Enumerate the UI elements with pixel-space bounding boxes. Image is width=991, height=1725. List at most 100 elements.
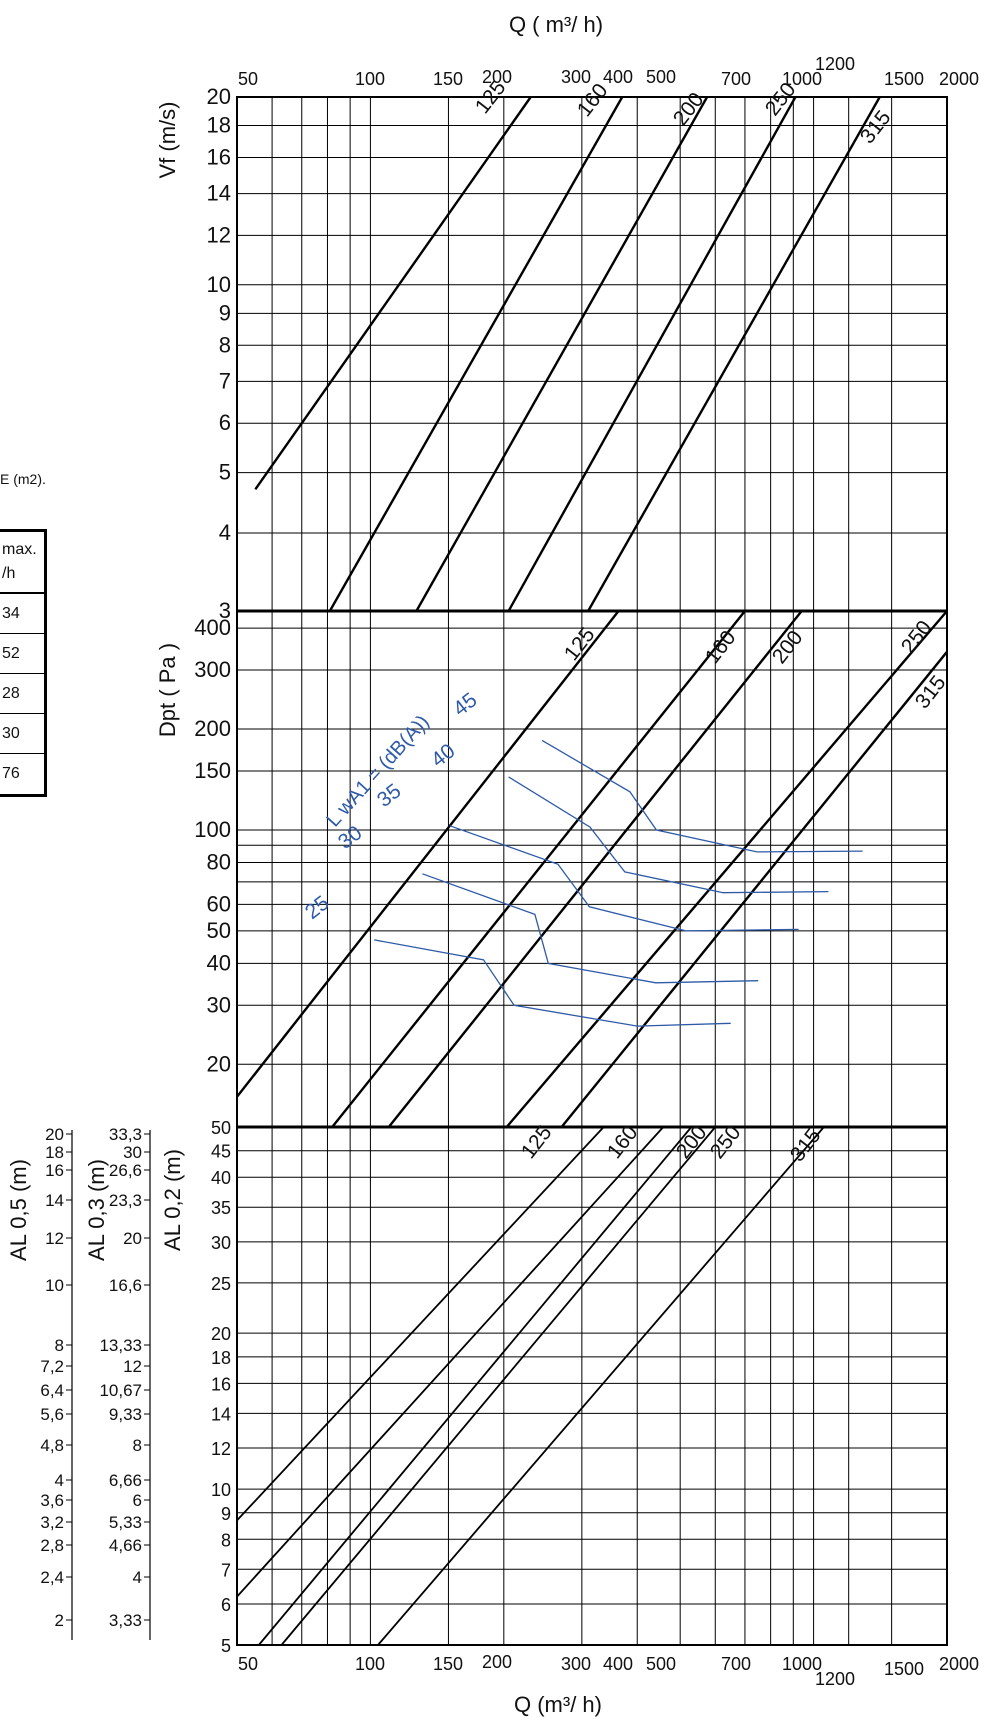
al03-tick-label: 16,6 [109, 1276, 142, 1295]
pressure-series-label-125: 125 [560, 623, 600, 665]
side-table: max. /h 34 52 28 30 76 [0, 529, 47, 797]
pressure-y-tick-label: 400 [194, 615, 231, 640]
pressure-y-tick-label: 20 [207, 1051, 231, 1076]
bottom-axis-title: Q (m³/ h) [514, 1692, 602, 1717]
pressure-series-label-200: 200 [768, 626, 808, 668]
side-table-row: 30 [0, 714, 44, 754]
pressure-series-label-250: 250 [897, 616, 937, 658]
noise-curve-40 [508, 776, 829, 894]
bottom-x-tick-label: 400 [603, 1654, 633, 1674]
top-x-tick-label: 400 [603, 67, 633, 87]
al03-tick-label: 9,33 [109, 1405, 142, 1424]
velocity-y-tick-label: 14 [207, 181, 231, 206]
noise-curve-25 [374, 939, 731, 1027]
attenuation-y-tick-label: 30 [211, 1233, 231, 1253]
noise-curve-45 [541, 739, 863, 853]
pressure-series-160 [331, 610, 746, 1128]
pressure-ylabel: Dpt ( Pa ) [155, 643, 180, 737]
attenuation-y-tick-label: 45 [211, 1142, 231, 1162]
al05-tick-label: 2,4 [40, 1568, 64, 1587]
side-table-row: 76 [2, 765, 20, 782]
attenuation-y-tick-label: 50 [211, 1118, 231, 1138]
top-x-tick-label: 500 [646, 67, 676, 87]
velocity-series-200 [415, 96, 709, 612]
al05-tick-label: 20 [45, 1125, 64, 1144]
al03-tick-label: 30 [123, 1143, 142, 1162]
pressure-y-tick-label: 80 [207, 849, 231, 874]
al05-tick-label: 10 [45, 1276, 64, 1295]
velocity-y-tick-label: 6 [219, 410, 231, 435]
al05-tick-label: 3,2 [40, 1513, 64, 1532]
bottom-x-tick-label: 200 [482, 1652, 512, 1672]
al03-tick-label: 4 [133, 1568, 142, 1587]
velocity-y-tick-label: 16 [207, 144, 231, 169]
al03-tick-label: 26,6 [109, 1161, 142, 1180]
velocity-y-tick-label: 10 [207, 272, 231, 297]
al03-tick-label: 8 [133, 1436, 142, 1455]
side-table-header: max. /h [0, 532, 44, 594]
top-x-tick-label: 50 [238, 69, 258, 89]
side-table-header-line1: max. [2, 541, 37, 558]
al05-tick-label: 6,4 [40, 1381, 64, 1400]
attenuation-ylabel: AL 0,2 (m) [160, 1149, 185, 1251]
noise-curve-label-45: 45 [449, 688, 482, 721]
top-x-tick-label: 1000 [782, 69, 822, 89]
attenuation-y-tick-label: 18 [211, 1348, 231, 1368]
al05-tick-label: 4,8 [40, 1436, 64, 1455]
side-note: E (m2). [0, 471, 46, 487]
velocity-series-label-315: 315 [856, 106, 896, 148]
noise-curve-30 [422, 873, 759, 984]
top-x-tick-label: 2000 [939, 69, 979, 89]
attenuation-series-250 [280, 1126, 716, 1646]
velocity-y-tick-label: 12 [207, 222, 231, 247]
bottom-x-tick-label: 1500 [884, 1659, 924, 1679]
attenuation-y-tick-label: 40 [211, 1168, 231, 1188]
al03-tick-label: 13,33 [99, 1336, 142, 1355]
al05-tick-label: 4 [55, 1471, 64, 1490]
pressure-y-tick-label: 50 [207, 918, 231, 943]
velocity-y-tick-label: 8 [219, 332, 231, 357]
velocity-ylabel: Vf (m/s) [155, 102, 180, 179]
al05-axis-title: AL 0,5 (m) [6, 1159, 31, 1261]
attenuation-y-tick-label: 8 [221, 1530, 231, 1550]
velocity-series-315 [587, 96, 881, 612]
al05-tick-label: 8 [55, 1336, 64, 1355]
velocity-frame [236, 96, 948, 612]
attenuation-y-tick-label: 5 [221, 1636, 231, 1656]
al03-tick-label: 6 [133, 1491, 142, 1510]
top-x-tick-label: 1200 [815, 54, 855, 74]
pressure-y-tick-label: 60 [207, 891, 231, 916]
al03-tick-label: 12 [123, 1357, 142, 1376]
top-x-tick-label: 700 [721, 69, 751, 89]
bottom-x-tick-label: 300 [561, 1654, 591, 1674]
pressure-series-315 [560, 651, 948, 1128]
pressure-series-125 [236, 610, 620, 1098]
pressure-y-tick-label: 40 [207, 950, 231, 975]
al03-tick-label: 4,66 [109, 1536, 142, 1555]
bottom-x-tick-label: 50 [238, 1654, 258, 1674]
attenuation-y-tick-label: 12 [211, 1439, 231, 1459]
pressure-series-250 [505, 610, 948, 1128]
attenuation-series-160 [236, 1126, 664, 1598]
top-axis-title: Q ( m³/ h) [509, 12, 603, 37]
pressure-series-label-315: 315 [911, 671, 951, 713]
side-table-row: 52 [0, 634, 44, 674]
bottom-x-tick-label: 2000 [939, 1654, 979, 1674]
al05-tick-label: 5,6 [40, 1405, 64, 1424]
pressure-y-tick-label: 150 [194, 758, 231, 783]
velocity-y-tick-label: 20 [207, 84, 231, 109]
noise-curve-label-25: 25 [301, 891, 334, 924]
velocity-y-tick-label: 4 [219, 520, 231, 545]
al03-tick-label: 20 [123, 1229, 142, 1248]
al05-tick-label: 16 [45, 1161, 64, 1180]
attenuation-y-tick-label: 7 [221, 1560, 231, 1580]
bottom-x-tick-label: 700 [721, 1654, 751, 1674]
al03-tick-label: 33,3 [109, 1125, 142, 1144]
pressure-y-tick-label: 300 [194, 657, 231, 682]
pressure-y-tick-label: 30 [207, 992, 231, 1017]
top-x-tick-label: 100 [355, 69, 385, 89]
attenuation-y-tick-label: 16 [211, 1374, 231, 1394]
velocity-series-160 [328, 96, 624, 612]
attenuation-y-tick-label: 10 [211, 1480, 231, 1500]
